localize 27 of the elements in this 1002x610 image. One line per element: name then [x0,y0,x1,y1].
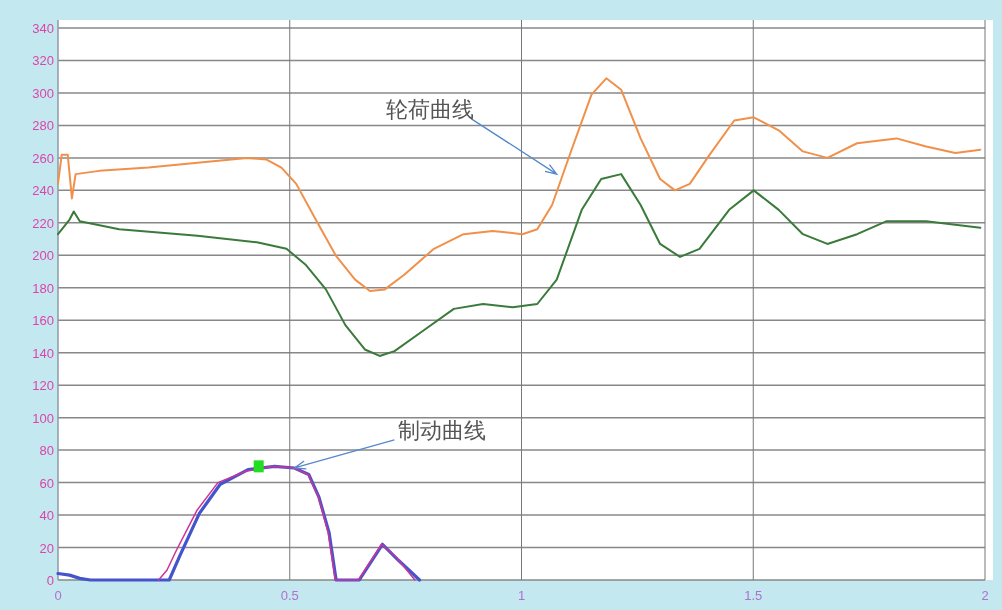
x-tick-label: 1 [517,588,526,603]
y-tick-label: 80 [39,443,54,459]
y-tick-label: 300 [32,85,54,101]
y-tick-label: 120 [32,378,54,394]
y-tick-label: 160 [32,313,54,329]
x-tick-label: 0.5 [280,588,299,603]
y-tick-label: 320 [32,53,54,69]
y-tick-label: 180 [32,280,54,296]
y-tick-label: 60 [39,475,54,491]
y-tick-label: 200 [32,248,54,264]
line-series [57,77,982,293]
line-series [157,465,416,581]
y-tick-label: 260 [32,150,54,166]
annotation: 制动曲线 [398,417,487,443]
y-tick-label: 140 [32,345,54,361]
line-series [57,173,982,357]
x-tick-label: 2 [981,588,989,603]
y-tick-label: 100 [32,410,54,426]
y-tick-label: 240 [32,183,54,199]
y-tick-label: 0 [46,573,54,588]
annotation: 轮荷曲线 [385,97,474,123]
y-tick-label: 220 [32,215,54,231]
y-tick-label: 280 [32,118,54,134]
x-tick-label: 1.5 [744,588,763,603]
y-tick-label: 20 [39,540,54,556]
y-tick-label: 40 [39,508,54,524]
y-tick-label: 340 [32,21,54,36]
